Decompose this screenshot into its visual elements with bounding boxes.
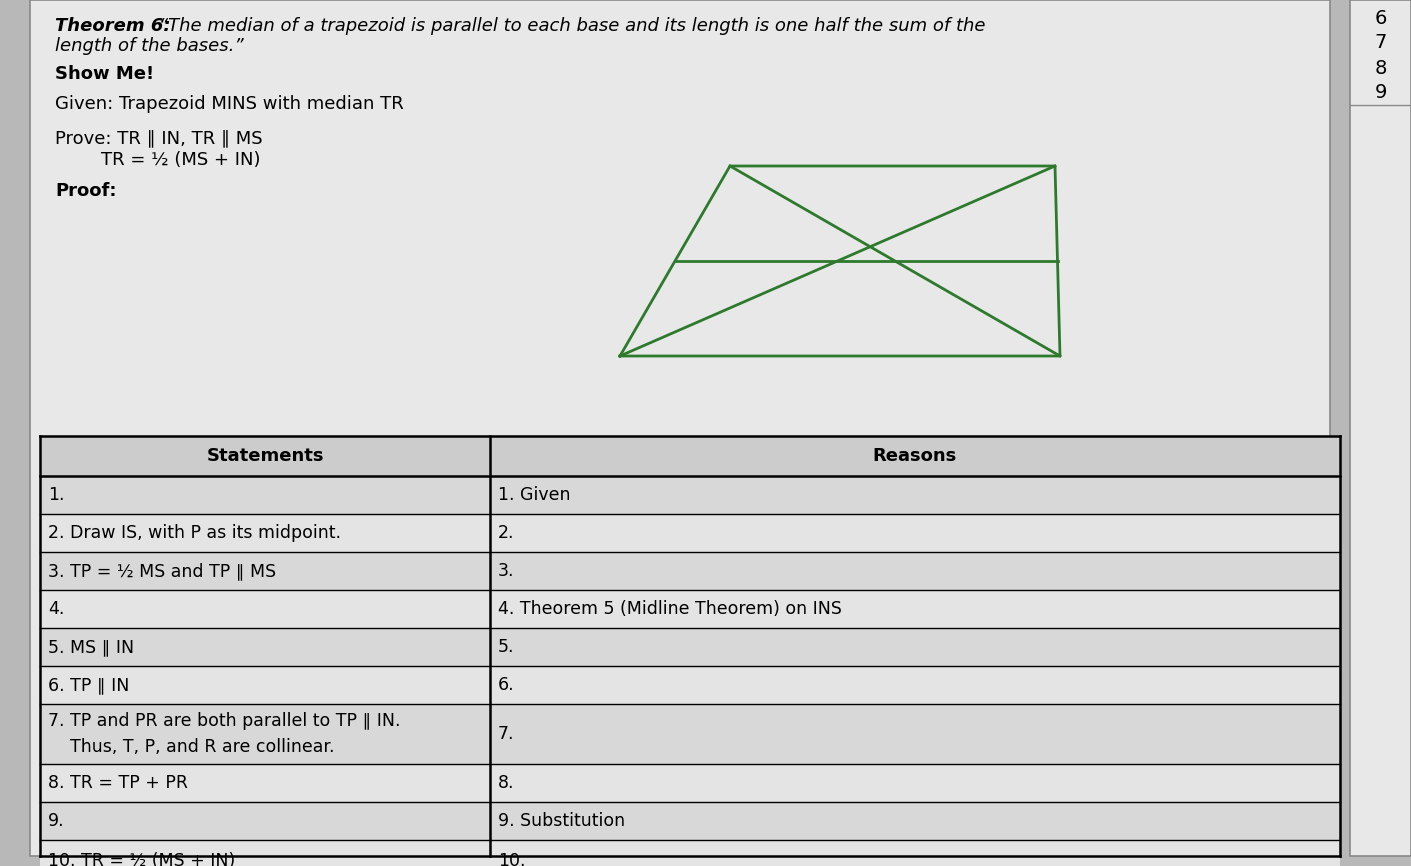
Text: 7: 7 — [1374, 34, 1387, 53]
Text: 9. Substitution: 9. Substitution — [498, 812, 625, 830]
Text: 6. TP ∥ IN: 6. TP ∥ IN — [48, 676, 130, 694]
Text: 1.: 1. — [48, 486, 65, 504]
Text: Given: Trapezoid MINS with median TR: Given: Trapezoid MINS with median TR — [55, 95, 404, 113]
Text: 9.: 9. — [48, 812, 65, 830]
Bar — [40, 436, 1340, 476]
Text: 10. TR = ½ (MS + IN): 10. TR = ½ (MS + IN) — [48, 852, 236, 866]
Text: “The median of a trapezoid is parallel to each base and its length is one half t: “The median of a trapezoid is parallel t… — [152, 17, 985, 35]
Text: 3. TP = ½ MS and TP ∥ MS: 3. TP = ½ MS and TP ∥ MS — [48, 562, 277, 580]
Text: Reasons: Reasons — [873, 447, 957, 465]
Text: 6.: 6. — [498, 676, 515, 694]
Text: 8: 8 — [1374, 59, 1387, 77]
Text: 2. Draw IS, with P as its midpoint.: 2. Draw IS, with P as its midpoint. — [48, 524, 341, 542]
Bar — [40, 704, 1340, 764]
Text: 1. Given: 1. Given — [498, 486, 570, 504]
Text: 7.: 7. — [498, 725, 515, 743]
Text: Show Me!: Show Me! — [55, 65, 154, 83]
Text: 8. TR = TP + PR: 8. TR = TP + PR — [48, 774, 188, 792]
Text: Prove: TR ∥ IN, TR ∥ MS: Prove: TR ∥ IN, TR ∥ MS — [55, 129, 262, 147]
Bar — [40, 764, 1340, 802]
Text: 4. Theorem 5 (Midline Theorem) on INS: 4. Theorem 5 (Midline Theorem) on INS — [498, 600, 842, 618]
Text: TR = ½ (MS + IN): TR = ½ (MS + IN) — [55, 151, 261, 169]
Text: Proof:: Proof: — [55, 182, 117, 200]
Bar — [40, 590, 1340, 628]
Text: 8.: 8. — [498, 774, 515, 792]
Text: 9: 9 — [1374, 83, 1387, 102]
Bar — [40, 476, 1340, 514]
Text: Theorem 6:: Theorem 6: — [55, 17, 171, 35]
Bar — [40, 840, 1340, 866]
Bar — [1350, 0, 1411, 856]
Bar — [40, 514, 1340, 552]
Bar — [40, 666, 1340, 704]
Text: 4.: 4. — [48, 600, 65, 618]
Text: 7. TP and PR are both parallel to TP ∥ IN.: 7. TP and PR are both parallel to TP ∥ I… — [48, 712, 401, 729]
Text: 5. MS ∥ IN: 5. MS ∥ IN — [48, 638, 134, 656]
Text: 10.: 10. — [498, 852, 525, 866]
Text: 3.: 3. — [498, 562, 515, 580]
Bar — [40, 802, 1340, 840]
Text: length of the bases.”: length of the bases.” — [55, 37, 244, 55]
Text: 6: 6 — [1374, 9, 1387, 28]
Text: 2.: 2. — [498, 524, 515, 542]
Text: Thus, T, P, and R are collinear.: Thus, T, P, and R are collinear. — [48, 739, 334, 757]
Bar — [40, 552, 1340, 590]
Bar — [40, 628, 1340, 666]
Text: Statements: Statements — [206, 447, 323, 465]
Text: 5.: 5. — [498, 638, 515, 656]
